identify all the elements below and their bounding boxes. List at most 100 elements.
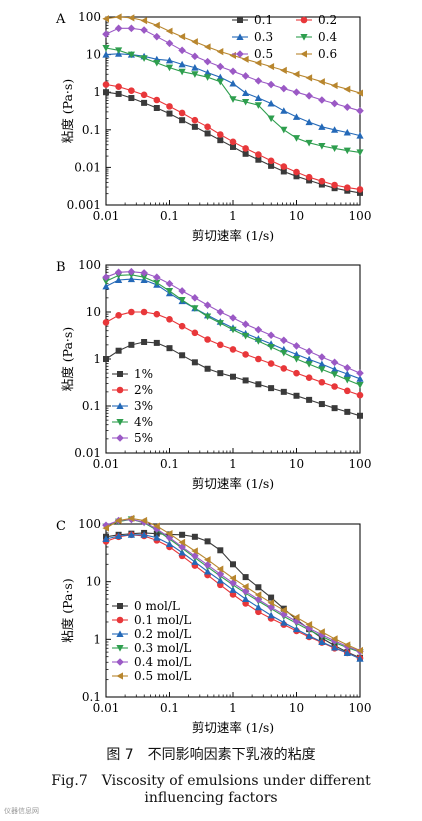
data-point [216,48,224,56]
data-point [229,67,237,76]
data-point [318,123,326,130]
data-point [292,356,301,363]
data-point [330,371,339,379]
data-point [242,145,249,152]
data-point [127,51,135,59]
x-tick-label: 0.1 [160,209,179,223]
data-point [280,66,287,75]
data-point [267,611,275,619]
y-tick-label: 10 [86,305,101,319]
legend-label: 0.4 [318,30,337,44]
data-point [179,352,186,359]
data-point [140,91,148,99]
x-tick-label: 100 [349,457,372,471]
data-point [280,349,288,357]
legend-label: 3% [134,399,153,413]
data-point [356,391,364,399]
data-point [357,412,363,419]
y-tick-label: 1 [93,85,101,99]
data-point [356,89,363,97]
legend-marker [116,630,124,637]
watermark-logo: 仪器信息网 [4,807,39,815]
data-point [356,107,364,115]
data-point [229,346,237,353]
data-point [280,107,288,114]
data-point [165,56,174,64]
legend-label: 4% [134,415,153,429]
data-point [356,369,364,377]
data-point [267,99,275,107]
data-point [217,370,224,377]
data-point [356,149,364,157]
y-tick-label: 1 [93,632,101,646]
legend-label: 0 mol/L [134,599,180,613]
data-point [254,603,262,611]
data-point [229,96,237,103]
data-point [216,565,224,573]
legend-marker [300,34,308,41]
data-point [344,184,351,191]
data-point [280,336,288,345]
data-point [254,338,262,345]
y-tick-label: 0.01 [74,160,101,174]
data-point [203,57,212,66]
x-tick-label: 0.01 [93,701,120,715]
data-point [102,81,110,88]
data-point [102,44,110,52]
data-point [191,305,199,312]
data-point [305,632,313,639]
data-point [115,90,122,97]
data-point [204,336,211,343]
data-point [305,355,313,363]
data-point [141,338,148,345]
data-point [241,320,250,329]
figure-caption-english-line1: Fig.7 Viscosity of emulsions under diffe… [51,773,371,789]
data-point [280,126,288,134]
data-point [153,279,161,287]
data-point [267,360,275,367]
data-point [178,322,186,330]
data-point [344,408,351,415]
x-tick-label: 10 [289,457,304,471]
data-point [191,71,199,78]
data-point [293,168,300,176]
data-point [191,329,199,337]
data-point [305,118,313,126]
data-point [191,64,199,71]
data-point [230,373,236,380]
data-point [292,113,301,120]
data-point [127,275,135,283]
data-point [331,383,338,390]
data-point [178,46,186,55]
data-point [242,377,249,384]
data-point [343,103,352,111]
y-tick-label: 100 [78,517,101,531]
data-point [229,314,237,322]
legend-label: 0.1 mol/L [134,613,191,627]
data-point [343,147,351,155]
data-point [165,533,174,542]
legend-marker [116,672,123,680]
legend-label: 0.6 [318,47,337,61]
data-point [343,641,351,649]
data-point [165,540,174,547]
y-tick-label: 100 [78,258,101,272]
data-point [191,52,199,61]
data-point [216,576,224,584]
data-point [127,531,135,538]
data-point [153,534,161,541]
data-point [153,273,161,282]
data-point [343,649,351,656]
x-tick-label: 10 [289,209,304,223]
data-point [203,43,211,51]
legend-label: 0.3 [254,30,273,44]
legend-marker [116,402,124,409]
y-tick-label: 0.01 [74,446,101,460]
panel-label: A [55,12,66,27]
data-point [242,55,249,63]
data-point [203,301,212,309]
data-point [191,558,199,565]
data-point [306,396,313,403]
x-axis-title: 剪切速率 (1/s) [192,720,274,735]
data-point [217,547,224,554]
